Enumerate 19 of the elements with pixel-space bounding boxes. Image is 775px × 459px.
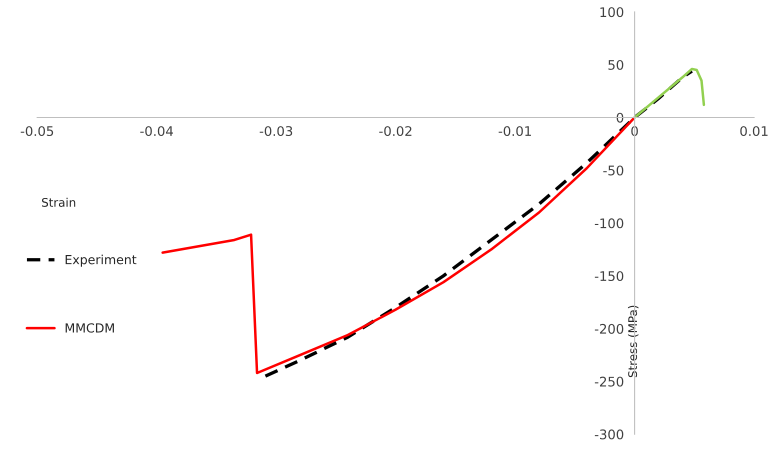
x-tick-label: -0.03 <box>260 126 292 136</box>
y-tick-label: -150 <box>594 271 624 282</box>
x-tick-label: 0 <box>631 126 638 136</box>
x-tick-label: -0.04 <box>140 126 174 136</box>
x-tick-label: -0.01 <box>498 126 531 136</box>
x-tick-label: -0.05 <box>20 126 54 136</box>
y-tick-label: 50 <box>608 60 624 70</box>
y-tick-label: -50 <box>603 166 624 176</box>
legend-label: Experiment <box>66 254 136 267</box>
line-series <box>633 68 706 119</box>
legend-label: MMCDM <box>66 323 114 333</box>
x-tick-label: 0.01 <box>740 126 768 136</box>
y-tick-label: -300 <box>594 429 624 440</box>
y-tick-label: -250 <box>594 376 624 387</box>
x-tick-label: -0.02 <box>379 126 412 136</box>
y-tick-label: -200 <box>594 324 624 334</box>
y-tick-label: -100 <box>594 218 624 228</box>
y-tick-label: 100 <box>600 7 624 18</box>
x-axis-title: Strain <box>42 198 76 207</box>
